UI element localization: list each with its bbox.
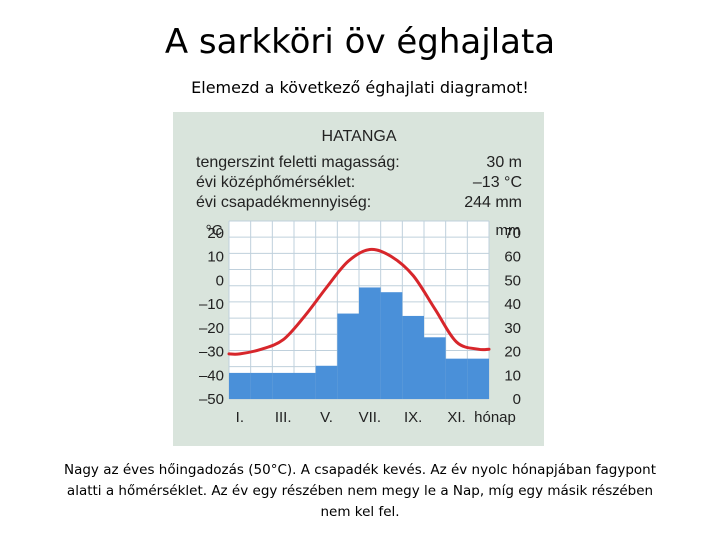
precipitation-tick-label: 40 [504,296,521,313]
precipitation-bar [402,315,424,399]
precipitation-bar [467,358,489,399]
month-label: IX. [404,409,422,426]
precipitation-bar [272,372,294,399]
temperature-tick-label: 20 [207,225,224,242]
month-label: V. [320,409,333,426]
info-label-elevation: tengerszint feletti magasság: [196,154,400,171]
precipitation-bar [315,365,338,399]
caption: Nagy az éves hőingadozás (50°C). A csapa… [63,462,657,520]
precipitation-bar [229,372,251,399]
page-title: A sarkköri öv éghajlata [164,22,556,62]
month-label: VII. [359,409,382,426]
month-label: III. [275,409,292,426]
info-label-annual-precipitation: évi csapadékmennyiség: [196,194,371,211]
precipitation-tick-label: 10 [504,367,521,384]
precipitation-bar [359,287,381,399]
left-axis-unit: °C [206,222,223,239]
temperature-tick-label: 10 [207,249,224,266]
precipitation-bar [445,358,468,399]
temperature-tick-label: –50 [199,391,224,408]
precipitation-bar [380,292,403,399]
info-value-mean-temperature: –13 °C [473,174,522,191]
climate-chart-svg: 20 10 0 –10 –20 –30 –40 –50 70 60 50 40 30 20 10 0 I. III… [196,128,522,426]
info-value-annual-precipitation: 244 mm [464,194,522,211]
precipitation-bar [294,372,316,399]
climate-chart: 20 10 0 –10 –20 –30 –40 –50 70 60 50 40 30 20 10 0 I. III… [173,112,544,446]
temperature-line [227,247,491,356]
info-label-mean-temperature: évi középhőmérséklet: [196,174,355,191]
month-label: I. [236,409,244,426]
precipitation-bar [424,337,446,399]
temperature-tick-label: 0 [216,272,224,289]
info-value-elevation: 30 m [486,154,522,171]
page-subtitle: Elemezd a következő éghajlati diagramot! [191,78,529,97]
precipitation-tick-label: 70 [504,225,521,242]
month-label: XI. [447,409,465,426]
precipitation-tick-label: 60 [504,249,521,266]
temperature-tick-label: –30 [199,344,224,361]
precipitation-bar [337,313,359,399]
precipitation-tick-label: 50 [504,272,521,289]
precipitation-bar [250,372,273,399]
x-axis-label: hónap [474,409,516,426]
precipitation-tick-label: 0 [513,391,521,408]
temperature-tick-label: –40 [199,367,224,384]
temperature-tick-label: –10 [199,296,224,313]
chart-title: HATANGA [322,128,397,145]
right-axis-unit: mm [496,222,521,239]
temperature-tick-label: –20 [199,320,224,337]
precipitation-tick-label: 20 [504,344,521,361]
precipitation-tick-label: 30 [504,320,521,337]
